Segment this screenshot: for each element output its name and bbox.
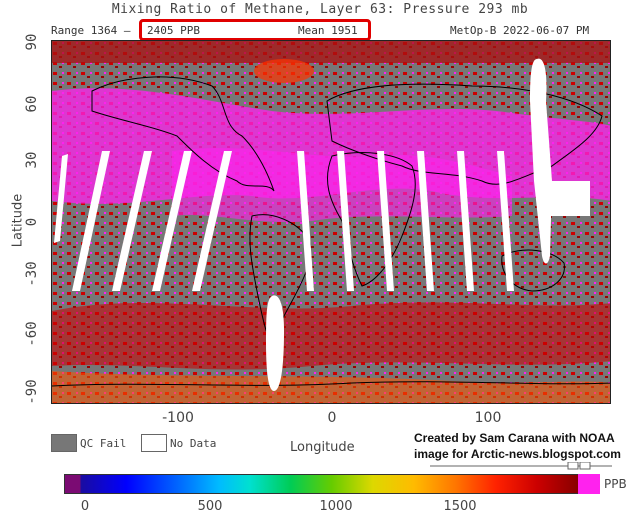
map-canvas bbox=[52, 41, 610, 403]
no-data-swath bbox=[530, 58, 552, 264]
no-data-swath bbox=[266, 295, 284, 391]
satellite-date: MetOp-B 2022-06-07 PM bbox=[450, 24, 590, 37]
colorbar-tick-500: 500 bbox=[197, 499, 223, 514]
southern-ocean-belt bbox=[52, 302, 610, 370]
lon-tick-100: 100 bbox=[474, 410, 502, 426]
colorbar-tick-0: 0 bbox=[80, 499, 90, 514]
north-america-coast bbox=[91, 76, 275, 192]
lat-tick-minus-30: -30 bbox=[24, 261, 40, 287]
no-data-swath bbox=[152, 151, 192, 291]
credit-line-1: Created by Sam Carana with NOAA bbox=[414, 431, 615, 445]
lat-tick-0: 0 bbox=[24, 217, 40, 227]
mean-value: Mean 1951 bbox=[298, 24, 358, 37]
map-title: Mixing Ratio of Methane, Layer 63: Press… bbox=[111, 2, 529, 17]
lat-tick-30: 30 bbox=[24, 151, 40, 169]
range-max: 2405 PPB bbox=[147, 24, 200, 37]
no-data-swatch bbox=[141, 434, 167, 452]
lon-tick-minus-100: -100 bbox=[162, 410, 194, 426]
no-data-swath bbox=[297, 151, 314, 291]
no-data-swath bbox=[54, 154, 68, 243]
no-data-label: No Data bbox=[170, 437, 217, 450]
lat-tick-90: 90 bbox=[24, 33, 40, 51]
no-data-swath bbox=[112, 151, 152, 291]
no-data-swath bbox=[72, 151, 110, 291]
no-data-swath bbox=[497, 151, 514, 291]
x-axis-label: Longitude bbox=[290, 440, 355, 455]
antarctic-band bbox=[52, 371, 610, 403]
antarctica-coast bbox=[52, 381, 610, 387]
colorbar-tick-1500: 1500 bbox=[443, 499, 477, 514]
eurasia-coast bbox=[326, 83, 603, 185]
range-label: Range 1364 – bbox=[51, 24, 131, 37]
no-data-swath bbox=[337, 151, 354, 291]
lat-tick-minus-90: -90 bbox=[24, 379, 40, 405]
colorbar-tick-1000: 1000 bbox=[319, 499, 353, 514]
methane-map bbox=[51, 40, 611, 404]
no-data-swath bbox=[457, 151, 474, 291]
lat-tick-minus-60: -60 bbox=[24, 321, 40, 347]
highlight-box bbox=[139, 19, 371, 41]
zoom-slider[interactable] bbox=[430, 462, 612, 470]
no-data-swath bbox=[192, 151, 232, 291]
no-data-patch bbox=[550, 181, 590, 216]
no-data-swath bbox=[377, 151, 394, 291]
lon-tick-0: 0 bbox=[327, 410, 337, 426]
greenland-hotspot bbox=[254, 59, 314, 83]
credit-line-2: image for Arctic-news.blogspot.com bbox=[414, 447, 621, 461]
zoom-slider-thumb-2[interactable] bbox=[579, 462, 591, 470]
no-data-swath bbox=[417, 151, 434, 291]
colorbar-high-swatch bbox=[578, 474, 600, 494]
y-axis-label: Latitude bbox=[10, 193, 26, 248]
colorbar bbox=[64, 474, 579, 494]
qc-fail-label: QC Fail bbox=[80, 437, 127, 450]
qc-fail-swatch bbox=[51, 434, 77, 452]
zoom-slider-thumb[interactable] bbox=[567, 462, 579, 470]
colorbar-unit: PPB bbox=[604, 477, 627, 491]
lat-tick-60: 60 bbox=[24, 95, 40, 113]
arctic-red-band bbox=[52, 41, 610, 63]
